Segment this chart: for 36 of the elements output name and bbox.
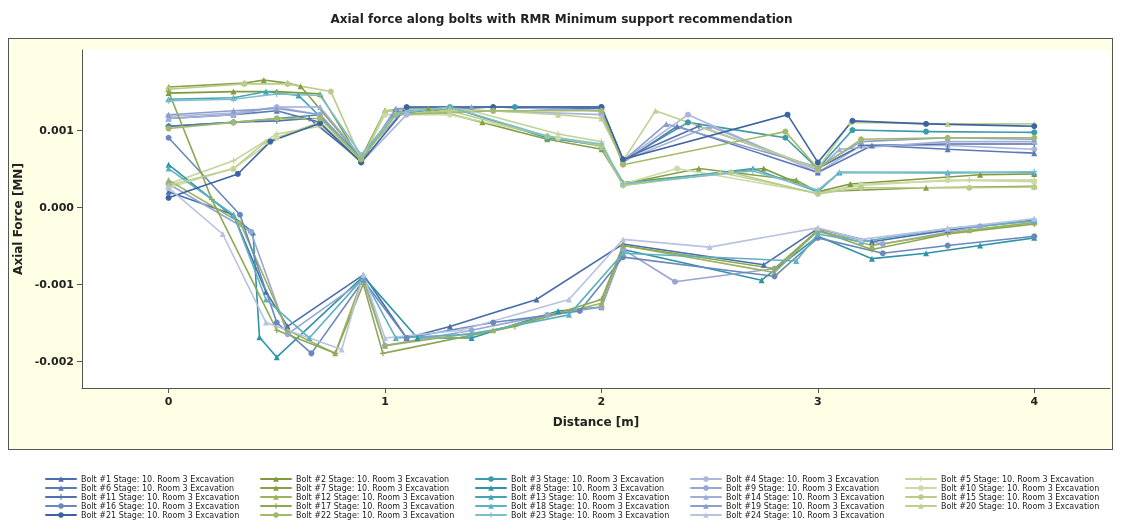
legend-label: Bolt #18 Stage: 10. Room 3 Excavation — [511, 501, 670, 511]
legend-label: Bolt #5 Stage: 10. Room 3 Excavation — [941, 474, 1095, 484]
y-tick-label: 0.000 — [39, 200, 75, 214]
legend-label: Bolt #6 Stage: 10. Room 3 Excavation — [81, 483, 235, 493]
legend-label: Bolt #15 Stage: 10. Room 3 Excavation — [941, 492, 1100, 502]
x-axis-title: Distance [m] — [552, 415, 640, 429]
y-tick-label: -0.001 — [34, 277, 74, 291]
legend-label: Bolt #4 Stage: 10. Room 3 Excavation — [726, 474, 880, 484]
legend-label: Bolt #13 Stage: 10. Room 3 Excavation — [511, 492, 670, 502]
x-tick-label: 0 — [164, 395, 173, 408]
legend-label: Bolt #11 Stage: 10. Room 3 Excavation — [81, 492, 240, 502]
legend-label: Bolt #9 Stage: 10. Room 3 Excavation — [726, 483, 880, 493]
legend-label: Bolt #3 Stage: 10. Room 3 Excavation — [511, 474, 665, 484]
legend-label: Bolt #19 Stage: 10. Room 3 Excavation — [726, 501, 885, 511]
y-axis-title: Axial Force [MN] — [10, 163, 25, 275]
legend-label: Bolt #17 Stage: 10. Room 3 Excavation — [296, 501, 455, 511]
y-tick-label: -0.002 — [34, 354, 74, 368]
legend-label: Bolt #14 Stage: 10. Room 3 Excavation — [726, 492, 885, 502]
legend-label: Bolt #10 Stage: 10. Room 3 Excavation — [941, 483, 1100, 493]
x-tick-label: 2 — [597, 395, 606, 408]
x-tick-label: 4 — [1030, 395, 1039, 408]
legend-label: Bolt #20 Stage: 10. Room 3 Excavation — [941, 501, 1100, 511]
legend-label: Bolt #24 Stage: 10. Room 3 Excavation — [726, 510, 885, 520]
chart-title: Axial force along bolts with RMR Minimum support recommendation — [330, 12, 793, 26]
legend-label: Bolt #12 Stage: 10. Room 3 Excavation — [296, 492, 455, 502]
legend-label: Bolt #21 Stage: 10. Room 3 Excavation — [81, 510, 240, 520]
legend-label: Bolt #8 Stage: 10. Room 3 Excavation — [511, 483, 665, 493]
x-tick-label: 3 — [814, 395, 822, 408]
legend-label: Bolt #23 Stage: 10. Room 3 Excavation — [511, 510, 670, 520]
legend-label: Bolt #16 Stage: 10. Room 3 Excavation — [81, 501, 240, 511]
y-tick-label: 0.001 — [39, 123, 74, 137]
legend-label: Bolt #1 Stage: 10. Room 3 Excavation — [81, 474, 235, 484]
x-tick-label: 1 — [381, 395, 389, 408]
legend-label: Bolt #7 Stage: 10. Room 3 Excavation — [296, 483, 450, 493]
legend-label: Bolt #2 Stage: 10. Room 3 Excavation — [296, 474, 450, 484]
legend-label: Bolt #22 Stage: 10. Room 3 Excavation — [296, 510, 455, 520]
